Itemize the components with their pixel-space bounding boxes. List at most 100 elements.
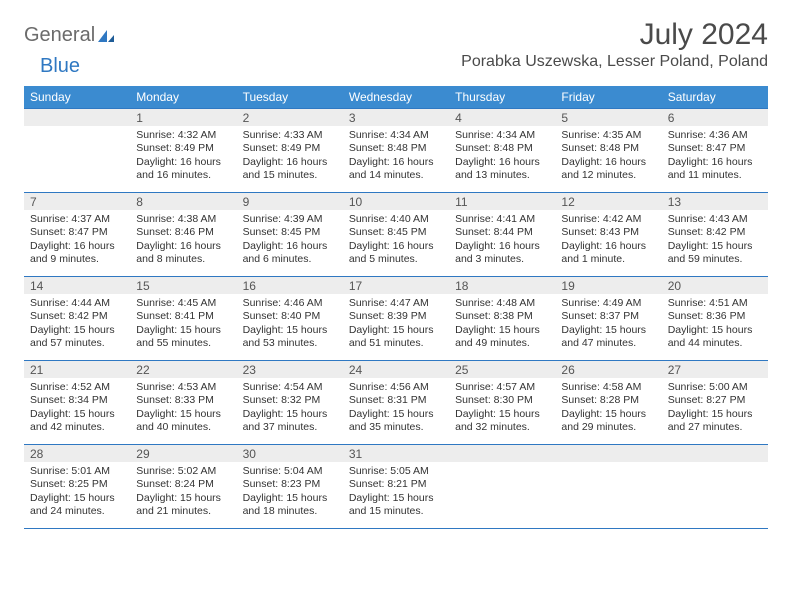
- sunset-line: Sunset: 8:48 PM: [455, 142, 549, 155]
- day-number: 21: [24, 361, 130, 378]
- daylight-line: Daylight: 16 hours and 16 minutes.: [136, 156, 230, 183]
- sunrise-line: Sunrise: 5:04 AM: [243, 465, 337, 478]
- sunrise-line: Sunrise: 4:40 AM: [349, 213, 443, 226]
- sunrise-line: Sunrise: 4:36 AM: [668, 129, 762, 142]
- day-number: 7: [24, 193, 130, 210]
- sunset-line: Sunset: 8:46 PM: [136, 226, 230, 239]
- day-content: Sunrise: 5:00 AMSunset: 8:27 PMDaylight:…: [662, 378, 768, 444]
- daylight-line: Daylight: 15 hours and 29 minutes.: [561, 408, 655, 435]
- sunrise-line: Sunrise: 5:01 AM: [30, 465, 124, 478]
- day-cell: 10Sunrise: 4:40 AMSunset: 8:45 PMDayligh…: [343, 193, 449, 277]
- daylight-line: Daylight: 15 hours and 18 minutes.: [243, 492, 337, 519]
- day-number: 9: [237, 193, 343, 210]
- sunrise-line: Sunrise: 4:48 AM: [455, 297, 549, 310]
- daylight-line: Daylight: 16 hours and 3 minutes.: [455, 240, 549, 267]
- sunset-line: Sunset: 8:31 PM: [349, 394, 443, 407]
- sunset-line: Sunset: 8:25 PM: [30, 478, 124, 491]
- day-cell: 2Sunrise: 4:33 AMSunset: 8:49 PMDaylight…: [237, 109, 343, 193]
- sunrise-line: Sunrise: 4:33 AM: [243, 129, 337, 142]
- sunrise-line: Sunrise: 4:38 AM: [136, 213, 230, 226]
- day-number: [24, 109, 130, 126]
- day-cell: 28 Sunrise: 5:01 AMSunset: 8:25 PMDayligh…: [24, 445, 130, 529]
- sunrise-line: Sunrise: 4:56 AM: [349, 381, 443, 394]
- sunset-line: Sunset: 8:48 PM: [561, 142, 655, 155]
- daylight-line: Daylight: 15 hours and 57 minutes.: [30, 324, 124, 351]
- sunset-line: Sunset: 8:24 PM: [136, 478, 230, 491]
- day-number: [449, 445, 555, 462]
- day-content: Sunrise: 4:56 AMSunset: 8:31 PMDaylight:…: [343, 378, 449, 444]
- daylight-line: Daylight: 16 hours and 5 minutes.: [349, 240, 443, 267]
- sunset-line: Sunset: 8:23 PM: [243, 478, 337, 491]
- day-number: 19: [555, 277, 661, 294]
- day-cell: 7Sunrise: 4:37 AMSunset: 8:47 PMDaylight…: [24, 193, 130, 277]
- dow-cell: Friday: [555, 86, 661, 109]
- day-number: 6: [662, 109, 768, 126]
- location-text: Porabka Uszewska, Lesser Poland, Poland: [461, 53, 768, 71]
- week-daynum-row: 21Sunrise: 4:52 AMSunset: 8:34 PMDayligh…: [24, 361, 768, 445]
- day-content: Sunrise: 4:45 AMSunset: 8:41 PMDaylight:…: [130, 294, 236, 360]
- sunset-line: Sunset: 8:45 PM: [349, 226, 443, 239]
- calendar-page: General July 2024 Porabka Uszewska, Less…: [0, 0, 792, 541]
- day-cell: 20Sunrise: 4:51 AMSunset: 8:36 PMDayligh…: [662, 277, 768, 361]
- day-content: Sunrise: 4:53 AMSunset: 8:33 PMDaylight:…: [130, 378, 236, 444]
- day-cell: 24Sunrise: 4:56 AMSunset: 8:31 PMDayligh…: [343, 361, 449, 445]
- day-content: Sunrise: 4:54 AMSunset: 8:32 PMDaylight:…: [237, 378, 343, 444]
- day-cell: 9Sunrise: 4:39 AMSunset: 8:45 PMDaylight…: [237, 193, 343, 277]
- brand-word-general: General: [24, 24, 95, 47]
- day-content: Sunrise: 4:40 AMSunset: 8:45 PMDaylight:…: [343, 210, 449, 276]
- sunset-line: Sunset: 8:38 PM: [455, 310, 549, 323]
- day-content: Sunrise: 4:34 AMSunset: 8:48 PMDaylight:…: [343, 126, 449, 192]
- daylight-line: Daylight: 16 hours and 12 minutes.: [561, 156, 655, 183]
- day-number: 1: [130, 109, 236, 126]
- daylight-line: Daylight: 15 hours and 27 minutes.: [668, 408, 762, 435]
- day-number: 31: [343, 445, 449, 462]
- sunrise-line: Sunrise: 4:41 AM: [455, 213, 549, 226]
- day-cell: 6Sunrise: 4:36 AMSunset: 8:47 PMDaylight…: [662, 109, 768, 193]
- daylight-line: Daylight: 15 hours and 53 minutes.: [243, 324, 337, 351]
- day-content: Sunrise: 4:33 AMSunset: 8:49 PMDaylight:…: [237, 126, 343, 192]
- daylight-line: Daylight: 16 hours and 9 minutes.: [30, 240, 124, 267]
- day-content: Sunrise: 4:35 AMSunset: 8:48 PMDaylight:…: [555, 126, 661, 192]
- day-number: 28: [24, 445, 130, 462]
- sunrise-line: Sunrise: 4:45 AM: [136, 297, 230, 310]
- sunrise-line: Sunrise: 5:00 AM: [668, 381, 762, 394]
- day-number: 17: [343, 277, 449, 294]
- sunset-line: Sunset: 8:47 PM: [30, 226, 124, 239]
- day-number: 23: [237, 361, 343, 378]
- sunset-line: Sunset: 8:36 PM: [668, 310, 762, 323]
- sunset-line: Sunset: 8:40 PM: [243, 310, 337, 323]
- day-content: Sunrise: 4:51 AMSunset: 8:36 PMDaylight:…: [662, 294, 768, 360]
- day-content: Sunrise: 4:37 AMSunset: 8:47 PMDaylight:…: [24, 210, 130, 276]
- daylight-line: Daylight: 15 hours and 15 minutes.: [349, 492, 443, 519]
- daylight-line: Daylight: 15 hours and 55 minutes.: [136, 324, 230, 351]
- month-title: July 2024: [461, 18, 768, 51]
- day-content: [555, 462, 661, 528]
- sunrise-line: Sunrise: 4:47 AM: [349, 297, 443, 310]
- day-content: Sunrise: 4:52 AMSunset: 8:34 PMDaylight:…: [24, 378, 130, 444]
- day-cell: 16Sunrise: 4:46 AMSunset: 8:40 PMDayligh…: [237, 277, 343, 361]
- day-cell: 18Sunrise: 4:48 AMSunset: 8:38 PMDayligh…: [449, 277, 555, 361]
- day-content: Sunrise: 4:47 AMSunset: 8:39 PMDaylight:…: [343, 294, 449, 360]
- day-number: 20: [662, 277, 768, 294]
- sunrise-line: Sunrise: 5:05 AM: [349, 465, 443, 478]
- day-content: [24, 126, 130, 192]
- day-content: Sunrise: 4:57 AMSunset: 8:30 PMDaylight:…: [449, 378, 555, 444]
- day-content: Sunrise: 5:02 AMSunset: 8:24 PMDaylight:…: [130, 462, 236, 528]
- sunset-line: Sunset: 8:45 PM: [243, 226, 337, 239]
- day-number: 5: [555, 109, 661, 126]
- sunset-line: Sunset: 8:43 PM: [561, 226, 655, 239]
- daylight-line: Daylight: 15 hours and 51 minutes.: [349, 324, 443, 351]
- day-cell: 1Sunrise: 4:32 AMSunset: 8:49 PMDaylight…: [130, 109, 236, 193]
- day-content: Sunrise: 4:49 AMSunset: 8:37 PMDaylight:…: [555, 294, 661, 360]
- dow-cell: Saturday: [662, 86, 768, 109]
- day-cell: [449, 445, 555, 529]
- day-cell: 21Sunrise: 4:52 AMSunset: 8:34 PMDayligh…: [24, 361, 130, 445]
- week-daynum-row: 7Sunrise: 4:37 AMSunset: 8:47 PMDaylight…: [24, 193, 768, 277]
- title-block: July 2024 Porabka Uszewska, Lesser Polan…: [461, 18, 768, 71]
- sunset-line: Sunset: 8:27 PM: [668, 394, 762, 407]
- day-cell: 27Sunrise: 5:00 AMSunset: 8:27 PMDayligh…: [662, 361, 768, 445]
- daylight-line: Daylight: 15 hours and 24 minutes.: [30, 492, 124, 519]
- day-cell: 17Sunrise: 4:47 AMSunset: 8:39 PMDayligh…: [343, 277, 449, 361]
- daylight-line: Daylight: 16 hours and 11 minutes.: [668, 156, 762, 183]
- sunset-line: Sunset: 8:34 PM: [30, 394, 124, 407]
